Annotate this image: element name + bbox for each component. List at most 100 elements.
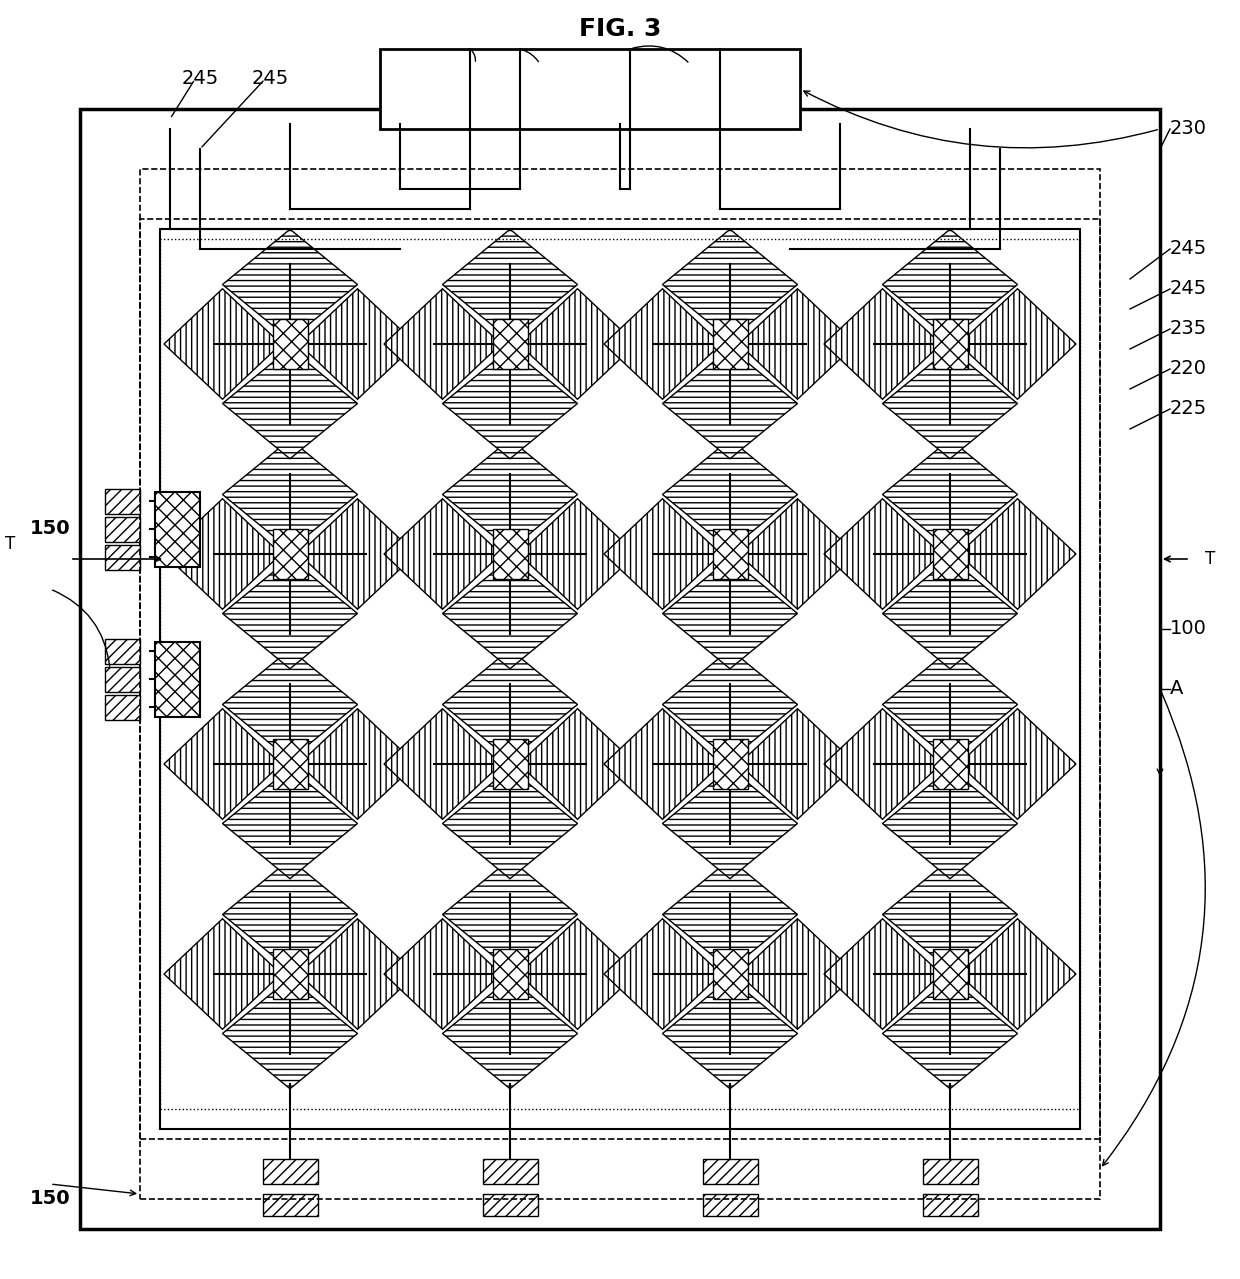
Polygon shape: [443, 558, 578, 669]
Polygon shape: [222, 348, 357, 459]
Polygon shape: [222, 439, 357, 550]
Polygon shape: [222, 859, 357, 969]
Polygon shape: [883, 859, 1018, 969]
Polygon shape: [825, 499, 941, 609]
Text: 100: 100: [1171, 619, 1207, 638]
Polygon shape: [299, 918, 415, 1030]
Polygon shape: [443, 650, 578, 760]
Polygon shape: [883, 558, 1018, 669]
Text: 150: 150: [30, 1189, 71, 1209]
Polygon shape: [384, 918, 501, 1030]
Polygon shape: [883, 229, 1018, 340]
Bar: [140, 219, 1100, 1140]
Polygon shape: [959, 499, 1076, 609]
Bar: [492, 318, 527, 370]
Polygon shape: [662, 558, 797, 669]
Polygon shape: [662, 348, 797, 459]
Text: T: T: [1205, 550, 1215, 568]
Bar: [273, 739, 308, 789]
Polygon shape: [164, 289, 281, 399]
Bar: [703, 1193, 758, 1216]
Bar: [263, 1159, 317, 1184]
Bar: [155, 491, 200, 567]
Polygon shape: [443, 229, 578, 340]
Polygon shape: [825, 289, 941, 399]
Bar: [105, 666, 140, 692]
Bar: [703, 1159, 758, 1184]
Text: 245: 245: [1171, 239, 1208, 258]
Bar: [932, 949, 967, 999]
Bar: [482, 1193, 537, 1216]
Bar: [273, 949, 308, 999]
Bar: [482, 1159, 537, 1184]
Polygon shape: [662, 439, 797, 550]
Bar: [492, 739, 527, 789]
Polygon shape: [604, 499, 720, 609]
Polygon shape: [520, 918, 636, 1030]
Polygon shape: [959, 709, 1076, 820]
Polygon shape: [959, 289, 1076, 399]
Polygon shape: [662, 859, 797, 969]
Polygon shape: [739, 289, 856, 399]
Polygon shape: [299, 289, 415, 399]
Text: 250: 250: [671, 50, 708, 69]
Polygon shape: [443, 859, 578, 969]
Text: 150: 150: [30, 519, 71, 538]
Polygon shape: [443, 439, 578, 550]
Polygon shape: [222, 978, 357, 1088]
Bar: [105, 638, 140, 664]
Text: FIG. 3: FIG. 3: [579, 17, 661, 41]
Polygon shape: [164, 709, 281, 820]
Polygon shape: [739, 499, 856, 609]
Polygon shape: [883, 348, 1018, 459]
Bar: [160, 239, 1080, 1109]
Polygon shape: [384, 709, 501, 820]
Polygon shape: [443, 769, 578, 879]
Polygon shape: [299, 499, 415, 609]
Text: A: A: [1171, 679, 1183, 698]
Polygon shape: [825, 709, 941, 820]
Bar: [713, 530, 748, 579]
Polygon shape: [883, 769, 1018, 879]
Bar: [105, 694, 140, 720]
Bar: [105, 545, 140, 569]
Polygon shape: [739, 709, 856, 820]
Text: 230: 230: [1171, 119, 1207, 138]
Polygon shape: [604, 289, 720, 399]
Text: 245: 245: [1171, 280, 1208, 298]
Bar: [923, 1193, 977, 1216]
Polygon shape: [883, 650, 1018, 760]
Bar: [273, 318, 308, 370]
Polygon shape: [384, 289, 501, 399]
Text: 220: 220: [1171, 359, 1207, 379]
Text: 245: 245: [252, 69, 289, 88]
Polygon shape: [164, 499, 281, 609]
Text: 240: 240: [522, 50, 558, 69]
Bar: [492, 949, 527, 999]
Polygon shape: [222, 229, 357, 340]
Bar: [713, 949, 748, 999]
Text: 225: 225: [1171, 399, 1208, 418]
Bar: [105, 517, 140, 541]
Polygon shape: [604, 709, 720, 820]
Polygon shape: [384, 499, 501, 609]
Polygon shape: [825, 918, 941, 1030]
Polygon shape: [222, 650, 357, 760]
Polygon shape: [662, 978, 797, 1088]
Polygon shape: [222, 769, 357, 879]
Bar: [105, 489, 140, 513]
Text: 240: 240: [451, 50, 489, 69]
Polygon shape: [604, 918, 720, 1030]
Bar: [263, 1193, 317, 1216]
Polygon shape: [520, 709, 636, 820]
Bar: [932, 530, 967, 579]
Bar: [379, 49, 800, 129]
Bar: [713, 318, 748, 370]
Text: 245: 245: [181, 69, 218, 88]
Polygon shape: [164, 918, 281, 1030]
Bar: [160, 229, 1080, 1129]
Polygon shape: [883, 439, 1018, 550]
Polygon shape: [443, 348, 578, 459]
Bar: [492, 530, 527, 579]
Polygon shape: [222, 558, 357, 669]
